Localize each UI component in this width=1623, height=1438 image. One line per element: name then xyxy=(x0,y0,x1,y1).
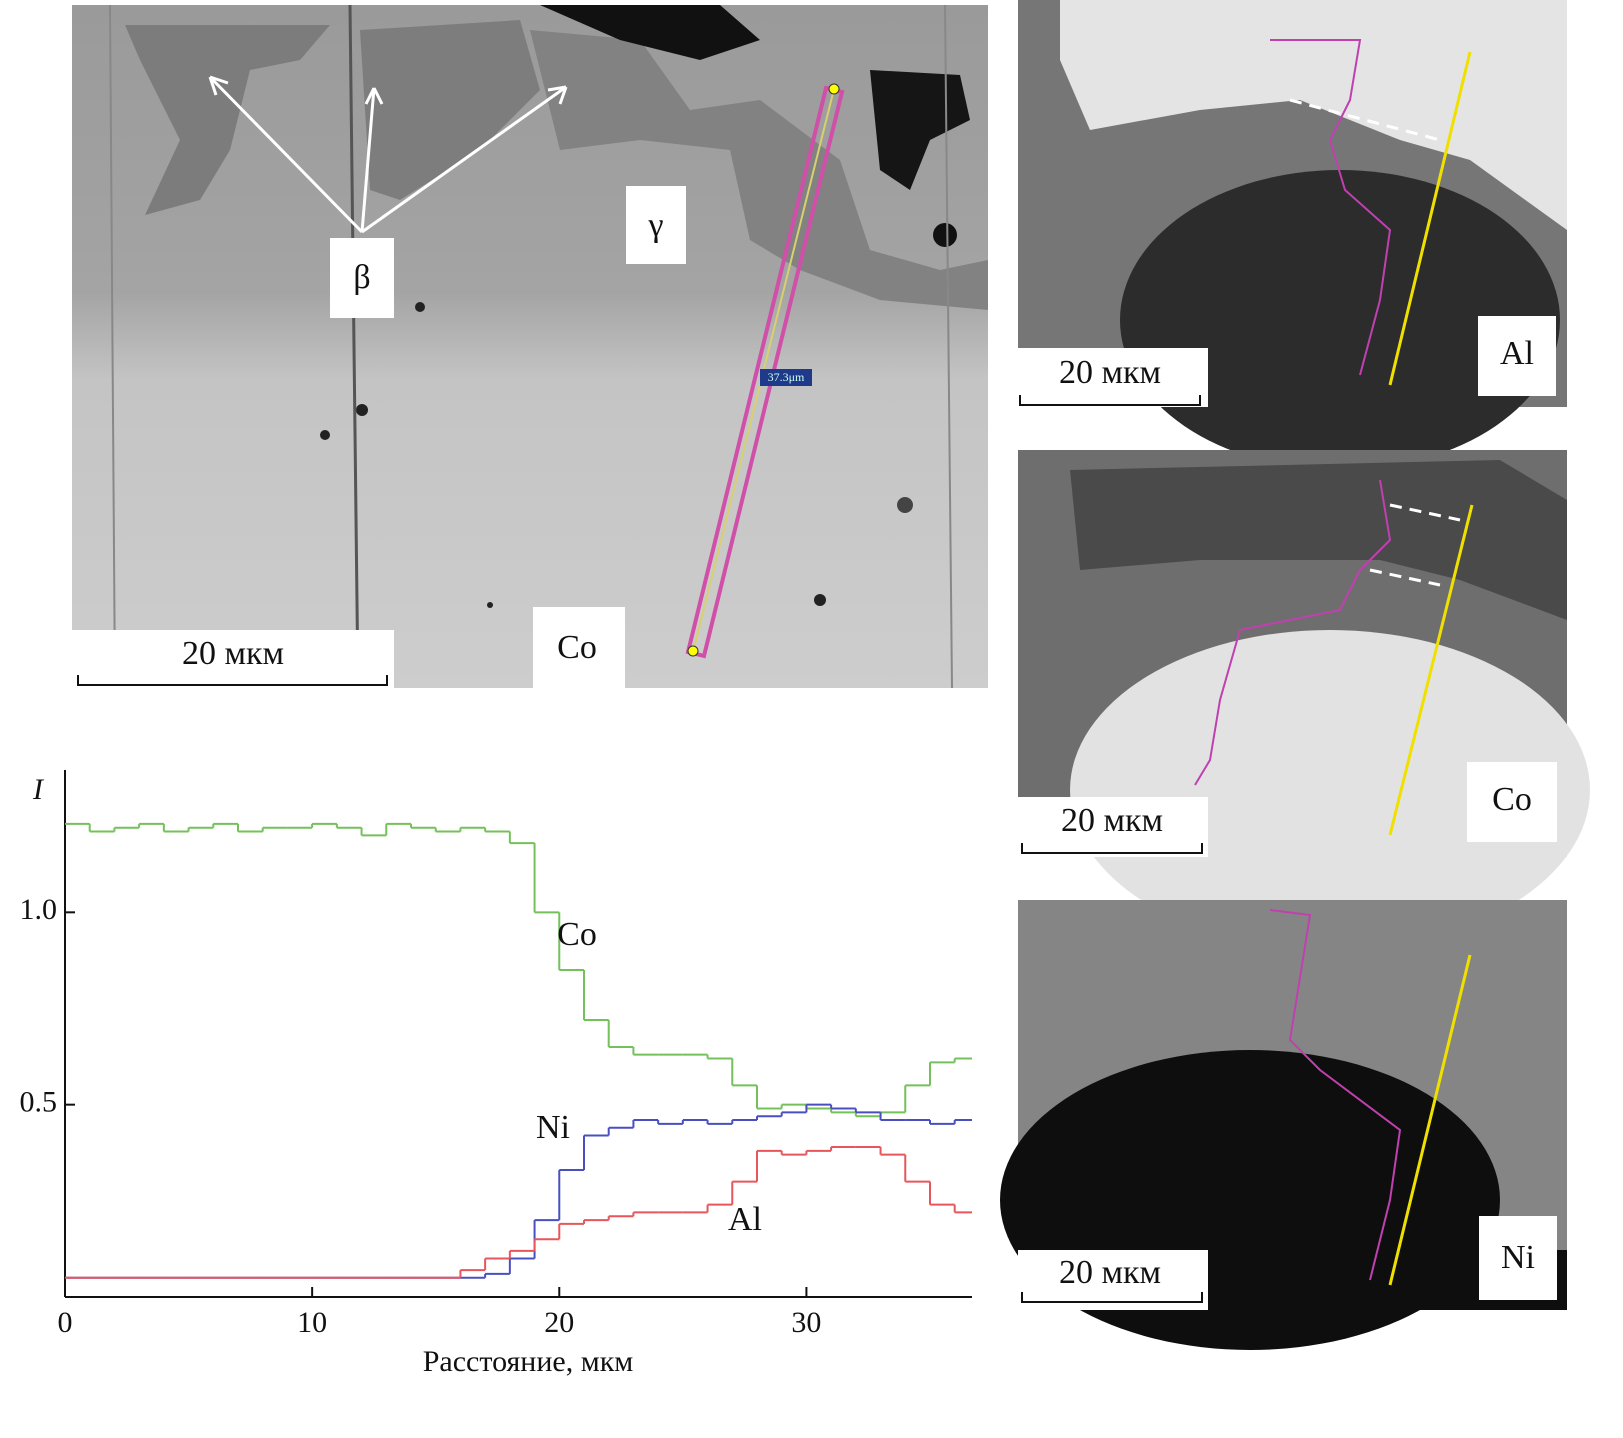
map-co: 20 мкм Co xyxy=(1018,450,1590,950)
series-label: Co xyxy=(557,916,597,953)
x-tick-label: 20 xyxy=(544,1306,574,1339)
y-axis-label: I xyxy=(32,773,45,806)
x-tick-label: 30 xyxy=(791,1306,821,1339)
phase-label: β xyxy=(353,259,370,296)
series-label: Al xyxy=(728,1201,762,1238)
series-label: Ni xyxy=(536,1109,570,1146)
line-length-label: 37.3μm xyxy=(768,370,805,384)
scale-bar-label: 20 мкм xyxy=(182,635,284,672)
element-label: Al xyxy=(1500,335,1534,372)
element-label: Co xyxy=(557,629,597,666)
scale-bar-label: 20 мкм xyxy=(1059,354,1161,391)
phase-label: γ xyxy=(647,207,663,244)
y-tick-label: 1.0 xyxy=(20,893,58,926)
element-label: Co xyxy=(1492,781,1532,818)
y-tick-label: 0.5 xyxy=(20,1086,58,1119)
scale-bar-label: 20 мкм xyxy=(1061,802,1163,839)
element-label: Ni xyxy=(1501,1239,1535,1276)
x-tick-label: 0 xyxy=(58,1306,73,1339)
x-axis-label: Расстояние, мкм xyxy=(423,1345,634,1378)
map-al: 20 мкм Al xyxy=(1018,0,1567,470)
chart: I Расстояние, мкм 0.5 1.0 0 10 20 30 Co Ni Al xyxy=(20,770,972,1378)
main-image: 37.3μm β γ 20 мкм Co xyxy=(72,4,988,689)
map-ni: 20 мкм Ni xyxy=(1000,900,1567,1350)
scale-bar-label: 20 мкм xyxy=(1059,1254,1161,1291)
x-tick-label: 10 xyxy=(297,1306,327,1339)
